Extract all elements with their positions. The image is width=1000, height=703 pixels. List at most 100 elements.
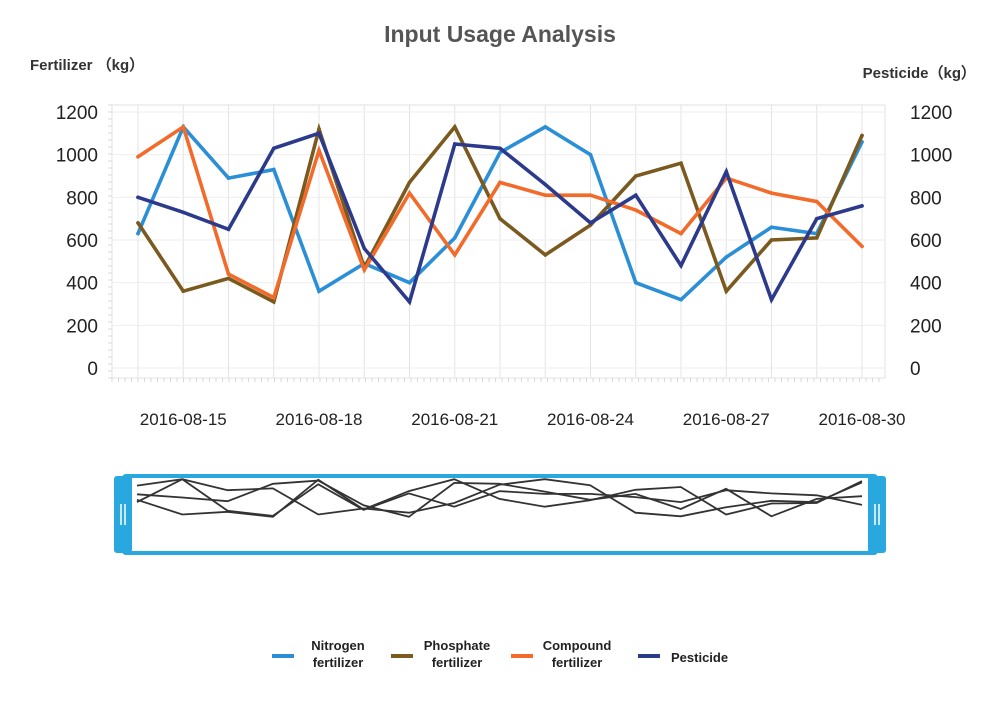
legend: Nitrogen fertilizer Phosphate fertilizer Com… bbox=[272, 638, 728, 670]
data-point bbox=[271, 167, 276, 172]
data-point bbox=[814, 216, 819, 221]
data-point bbox=[317, 289, 321, 294]
data-point bbox=[633, 280, 638, 285]
data-point bbox=[588, 193, 593, 197]
legend-label: Nitrogen bbox=[311, 638, 365, 653]
legend-label: fertilizer bbox=[313, 655, 364, 670]
data-point bbox=[181, 125, 186, 129]
data-point bbox=[543, 253, 548, 257]
data-zoom-window[interactable] bbox=[122, 474, 878, 555]
data-point bbox=[633, 193, 638, 197]
data-point bbox=[543, 125, 548, 129]
data-point bbox=[317, 127, 321, 131]
data-point bbox=[271, 146, 276, 151]
data-zoom-preview-line bbox=[136, 479, 863, 518]
data-zoom-preview-line bbox=[136, 478, 863, 517]
data-point bbox=[543, 182, 548, 187]
legend-label: fertilizer bbox=[552, 655, 603, 670]
legend-label: Pesticide bbox=[671, 650, 728, 665]
data-point bbox=[452, 125, 457, 129]
data-point bbox=[226, 227, 231, 232]
plot-border bbox=[111, 104, 886, 379]
data-zoom-handle-left[interactable] bbox=[114, 476, 132, 553]
data-point bbox=[181, 210, 186, 215]
data-point bbox=[769, 225, 774, 229]
legend-label: Phosphate bbox=[424, 638, 490, 653]
grid bbox=[111, 104, 886, 379]
data-zoom-preview-line bbox=[136, 478, 863, 518]
data-point bbox=[498, 216, 502, 221]
data-point bbox=[407, 180, 412, 185]
x-tick-label: 2016-08-15 bbox=[140, 410, 227, 429]
y-axis-left-label: Fertilizer （kg） bbox=[30, 56, 144, 74]
data-point bbox=[136, 195, 140, 200]
data-point bbox=[452, 253, 457, 257]
data-point bbox=[679, 231, 683, 236]
data-point bbox=[271, 295, 276, 300]
x-tick-label: 2016-08-18 bbox=[276, 410, 363, 429]
y-tick-label-left: 600 bbox=[66, 231, 98, 252]
x-tick-label: 2016-08-24 bbox=[547, 410, 634, 429]
y-tick-label-right: 800 bbox=[910, 188, 942, 209]
x-tick-label: 2016-08-27 bbox=[683, 410, 770, 429]
y-tick-label-left: 1200 bbox=[56, 103, 98, 124]
y-tick-label-right: 200 bbox=[910, 316, 942, 337]
data-point bbox=[226, 272, 231, 276]
data-point bbox=[679, 297, 683, 302]
data-point bbox=[317, 148, 321, 153]
data-point bbox=[588, 152, 593, 157]
data-point bbox=[136, 231, 140, 236]
data-point bbox=[860, 204, 864, 208]
y-tick-label-left: 1000 bbox=[56, 146, 98, 167]
data-point bbox=[498, 180, 502, 185]
data-point bbox=[679, 161, 683, 165]
data-point bbox=[136, 155, 140, 159]
data-point bbox=[860, 244, 864, 249]
y-tick-label-left: 200 bbox=[66, 316, 98, 337]
data-point bbox=[814, 199, 819, 204]
chart-title: Input Usage Analysis bbox=[384, 21, 616, 47]
data-point bbox=[633, 208, 638, 212]
data-point bbox=[769, 191, 774, 195]
data-point bbox=[724, 255, 729, 259]
data-point bbox=[452, 236, 457, 240]
data-point bbox=[226, 176, 231, 180]
y-tick-label-right: 1200 bbox=[910, 103, 952, 124]
data-point bbox=[724, 169, 729, 174]
data-point bbox=[407, 280, 412, 285]
y-tick-label-left: 400 bbox=[66, 274, 98, 295]
axes: 0 0 200 200 400 400 600 600 800 800 1000 1000 1200 12… bbox=[56, 103, 953, 429]
data-point bbox=[498, 150, 502, 155]
data-point bbox=[543, 193, 548, 197]
data-point bbox=[362, 268, 367, 272]
data-point bbox=[769, 297, 774, 302]
y-tick-label-right: 400 bbox=[910, 274, 942, 295]
data-point bbox=[362, 246, 367, 251]
data-point bbox=[407, 300, 412, 304]
data-point bbox=[136, 221, 140, 225]
data-zoom-handle-right[interactable] bbox=[868, 476, 886, 553]
y-tick-label-right: 1000 bbox=[910, 146, 952, 167]
data-zoom-slider[interactable] bbox=[114, 474, 886, 555]
y-tick-label-right: 600 bbox=[910, 231, 942, 252]
data-point bbox=[271, 300, 276, 304]
data-point bbox=[814, 236, 819, 240]
data-point bbox=[317, 131, 321, 136]
data-point bbox=[588, 221, 593, 225]
series-lines bbox=[136, 122, 864, 306]
data-point bbox=[860, 133, 864, 138]
y-tick-label-right: 0 bbox=[910, 359, 921, 380]
data-point bbox=[633, 174, 638, 178]
legend-label: Compound bbox=[543, 638, 612, 653]
y-axis-right-label: Pesticide（kg） bbox=[863, 64, 976, 82]
data-point bbox=[498, 146, 502, 151]
data-point bbox=[181, 289, 186, 294]
data-point bbox=[407, 191, 412, 195]
data-point bbox=[452, 142, 457, 146]
y-tick-label-left: 0 bbox=[87, 359, 98, 380]
x-tick-label: 2016-08-30 bbox=[819, 410, 906, 429]
data-point bbox=[769, 238, 774, 242]
legend-label: fertilizer bbox=[432, 655, 483, 670]
